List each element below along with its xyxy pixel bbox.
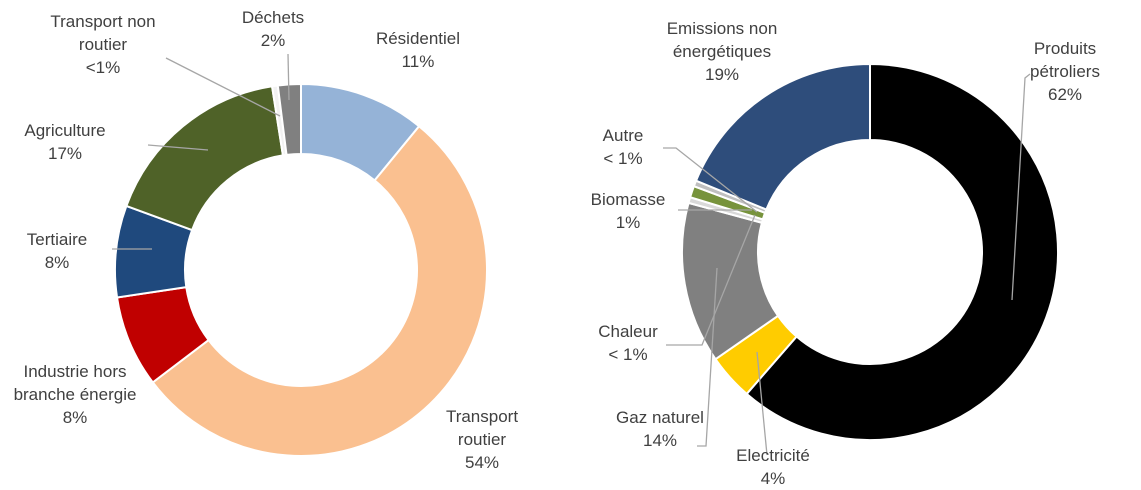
leader-line <box>165 57 281 117</box>
category-label: Electricité <box>736 446 810 465</box>
category-label: Gaz naturel <box>616 408 704 427</box>
value-label: 4% <box>760 469 786 488</box>
category-label: Transport routier <box>445 407 519 449</box>
value-label: 62% <box>1047 85 1083 104</box>
leader-line <box>287 53 290 101</box>
category-label: Produits pétroliers <box>1030 39 1100 81</box>
value-label: < 1% <box>603 149 643 168</box>
value-label: 14% <box>642 431 678 450</box>
leader-line <box>697 267 718 447</box>
leader-line <box>666 214 756 346</box>
value-label: 1% <box>615 213 641 232</box>
category-label: Autre <box>602 126 644 145</box>
leader-line <box>663 147 758 213</box>
category-label: Industrie hors branche énergie <box>13 362 137 404</box>
leader-line <box>147 144 209 151</box>
donut-slice <box>276 82 302 157</box>
value-label: 11% <box>401 52 435 71</box>
value-label: <1% <box>85 58 121 77</box>
donut-slice <box>151 124 488 457</box>
value-label: < 1% <box>608 345 648 364</box>
value-label: 2% <box>260 31 286 50</box>
leader-line <box>1011 73 1031 301</box>
category-label: Chaleur <box>598 322 658 341</box>
category-label: Déchets <box>241 8 305 27</box>
value-label: 8% <box>44 253 70 272</box>
donut-slice <box>745 62 1059 441</box>
category-label: Résidentiel <box>375 29 461 48</box>
value-label: 8% <box>62 408 88 427</box>
leader-line <box>756 351 768 456</box>
value-label: 54% <box>464 453 500 472</box>
category-label: Transport non routier <box>50 12 156 54</box>
donut-slice <box>125 85 285 232</box>
donut-slice <box>694 62 871 211</box>
category-label: Emissions non énergétiques <box>666 19 778 61</box>
category-label: Biomasse <box>590 190 666 209</box>
value-label: 17% <box>47 144 83 163</box>
category-label: Agriculture <box>24 121 106 140</box>
category-label: Tertiaire <box>26 230 88 249</box>
value-label: 19% <box>704 65 740 84</box>
